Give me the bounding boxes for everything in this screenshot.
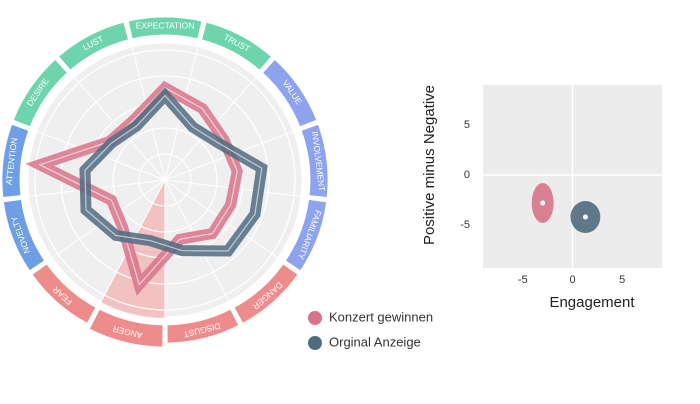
ring-segment: [12, 58, 68, 128]
ring-segment: [3, 199, 46, 272]
legend-label: Orginal Anzeige: [329, 334, 421, 349]
x-tick-label: 0: [569, 274, 575, 286]
category-label: EXPECTATION: [136, 20, 195, 30]
y-tick-label: 5: [464, 119, 470, 131]
legend-marker: [308, 336, 322, 350]
ring-segment: [166, 308, 240, 344]
ring-segment: [58, 21, 129, 71]
ring-segment: [201, 21, 272, 71]
ring-segment: [262, 58, 318, 128]
ring-segment: [31, 263, 97, 324]
ring-segment: [1, 123, 30, 198]
x-tick-label: 5: [619, 274, 625, 286]
ring-segment: [300, 123, 329, 198]
x-tick-label: -5: [518, 274, 528, 286]
spoke: [51, 179, 166, 259]
ring-segment: [88, 308, 164, 348]
point-center: [540, 200, 546, 206]
x-axis-label: Engagement: [549, 294, 635, 311]
y-axis-label: Positive minus Negative: [421, 85, 438, 245]
ring-segment: [233, 263, 299, 324]
y-tick-label: 0: [464, 169, 470, 181]
y-tick-label: -5: [460, 219, 470, 231]
point-center: [582, 214, 588, 220]
legend-label: Konzert gewinnen: [329, 309, 433, 324]
legend-marker: [308, 311, 322, 325]
series-line: [84, 94, 263, 252]
ring-segment: [127, 16, 203, 40]
ring-segment: [284, 199, 327, 272]
